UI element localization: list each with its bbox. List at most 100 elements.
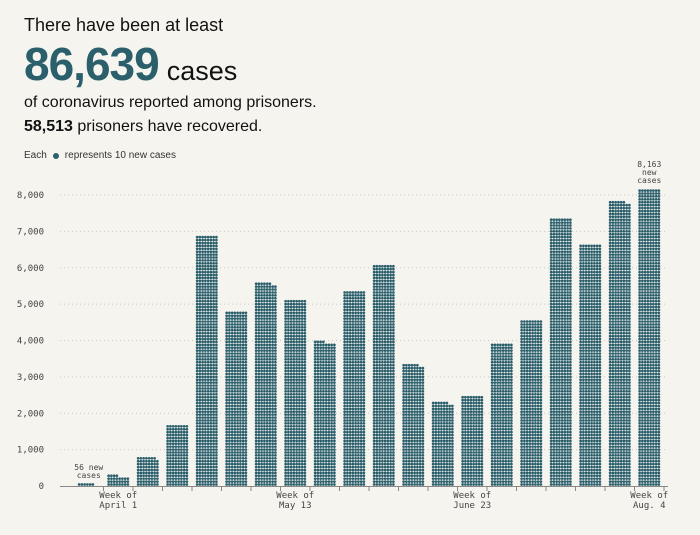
case-dot: [295, 363, 298, 367]
case-dot: [215, 296, 218, 300]
case-dot: [169, 424, 172, 428]
case-dot: [407, 410, 411, 414]
case-dot: [265, 401, 269, 405]
case-dot: [375, 416, 379, 419]
case-dot: [319, 392, 322, 396]
case-dot: [230, 392, 234, 396]
case-dot: [244, 387, 248, 390]
case-dot: [300, 328, 304, 332]
case-dot: [327, 360, 331, 364]
case-dot: [206, 279, 210, 283]
case-dot: [230, 459, 234, 463]
case-dot: [263, 317, 266, 320]
case-dot: [431, 456, 435, 460]
case-dot: [343, 363, 346, 367]
case-dot: [284, 317, 287, 320]
case-dot: [257, 305, 261, 309]
case-dot: [410, 381, 414, 384]
case-dot: [480, 404, 484, 408]
case-dot: [451, 477, 454, 481]
case-dot: [442, 448, 446, 451]
case-dot: [215, 279, 218, 283]
case-dot: [295, 424, 298, 428]
case-dot: [271, 442, 274, 446]
case-dot: [416, 436, 419, 440]
case-dot: [346, 308, 349, 312]
case-dot: [386, 407, 390, 411]
case-dot: [405, 407, 408, 411]
case-dot: [327, 451, 331, 454]
case-dot: [322, 427, 325, 431]
case-dot: [437, 477, 440, 481]
case-dot: [169, 451, 172, 454]
case-dot: [274, 375, 277, 379]
case-dot: [289, 366, 293, 370]
case-dot: [225, 392, 228, 396]
case-dot: [254, 366, 258, 370]
case-dot: [271, 390, 274, 393]
case-dot: [300, 439, 304, 443]
case-dot: [381, 392, 384, 396]
case-dot: [274, 337, 277, 341]
case-dot: [378, 413, 381, 417]
case-dot: [230, 430, 234, 434]
case-dot: [407, 445, 411, 449]
case-dot: [381, 480, 384, 483]
case-dot: [386, 311, 390, 315]
case-dot: [206, 308, 210, 312]
case-dot: [257, 375, 261, 379]
case-dot: [177, 442, 180, 446]
case-dot: [348, 401, 352, 405]
case-dot: [405, 378, 408, 382]
case-dot: [206, 430, 210, 434]
case-dot: [413, 366, 416, 370]
case-dot: [392, 410, 395, 414]
case-dot: [287, 442, 290, 446]
case-dot: [434, 471, 438, 475]
case-dot: [185, 471, 189, 475]
case-dot: [215, 442, 218, 446]
case-dot: [357, 407, 360, 411]
case-dot: [343, 291, 346, 294]
case-dot: [257, 314, 261, 318]
case-dot: [284, 366, 287, 370]
case-dot: [195, 328, 199, 332]
case-dot: [292, 422, 296, 425]
case-dot: [475, 474, 478, 478]
case-dot: [351, 291, 355, 294]
case-dot: [284, 358, 287, 361]
case-dot: [212, 279, 215, 283]
case-dot: [198, 465, 202, 469]
case-dot: [271, 407, 274, 411]
case-dot: [300, 337, 304, 341]
case-dot: [381, 334, 384, 338]
case-dot: [274, 358, 277, 361]
case-dot: [198, 288, 202, 291]
case-dot: [265, 407, 269, 411]
case-dot: [284, 372, 287, 376]
case-dot: [354, 381, 357, 384]
case-dot: [472, 465, 475, 469]
case-dot: [386, 424, 390, 428]
case-dot: [431, 477, 435, 481]
case-dot: [177, 439, 180, 443]
case-dot: [289, 433, 293, 437]
case-dot: [195, 273, 199, 277]
bar: [402, 363, 425, 486]
case-dot: [147, 483, 151, 486]
case-dot: [271, 427, 274, 431]
case-dot: [381, 378, 384, 382]
case-dot: [268, 323, 272, 326]
case-dot: [195, 352, 199, 355]
case-dot: [392, 288, 395, 291]
case-dot: [437, 433, 440, 437]
case-dot: [150, 468, 154, 472]
case-dot: [209, 279, 213, 283]
case-dot: [292, 340, 296, 344]
case-dot: [413, 375, 416, 379]
case-dot: [354, 346, 357, 350]
case-dot: [260, 442, 263, 446]
case-dot: [215, 439, 218, 443]
case-dot: [195, 381, 199, 384]
case-dot: [198, 337, 202, 341]
